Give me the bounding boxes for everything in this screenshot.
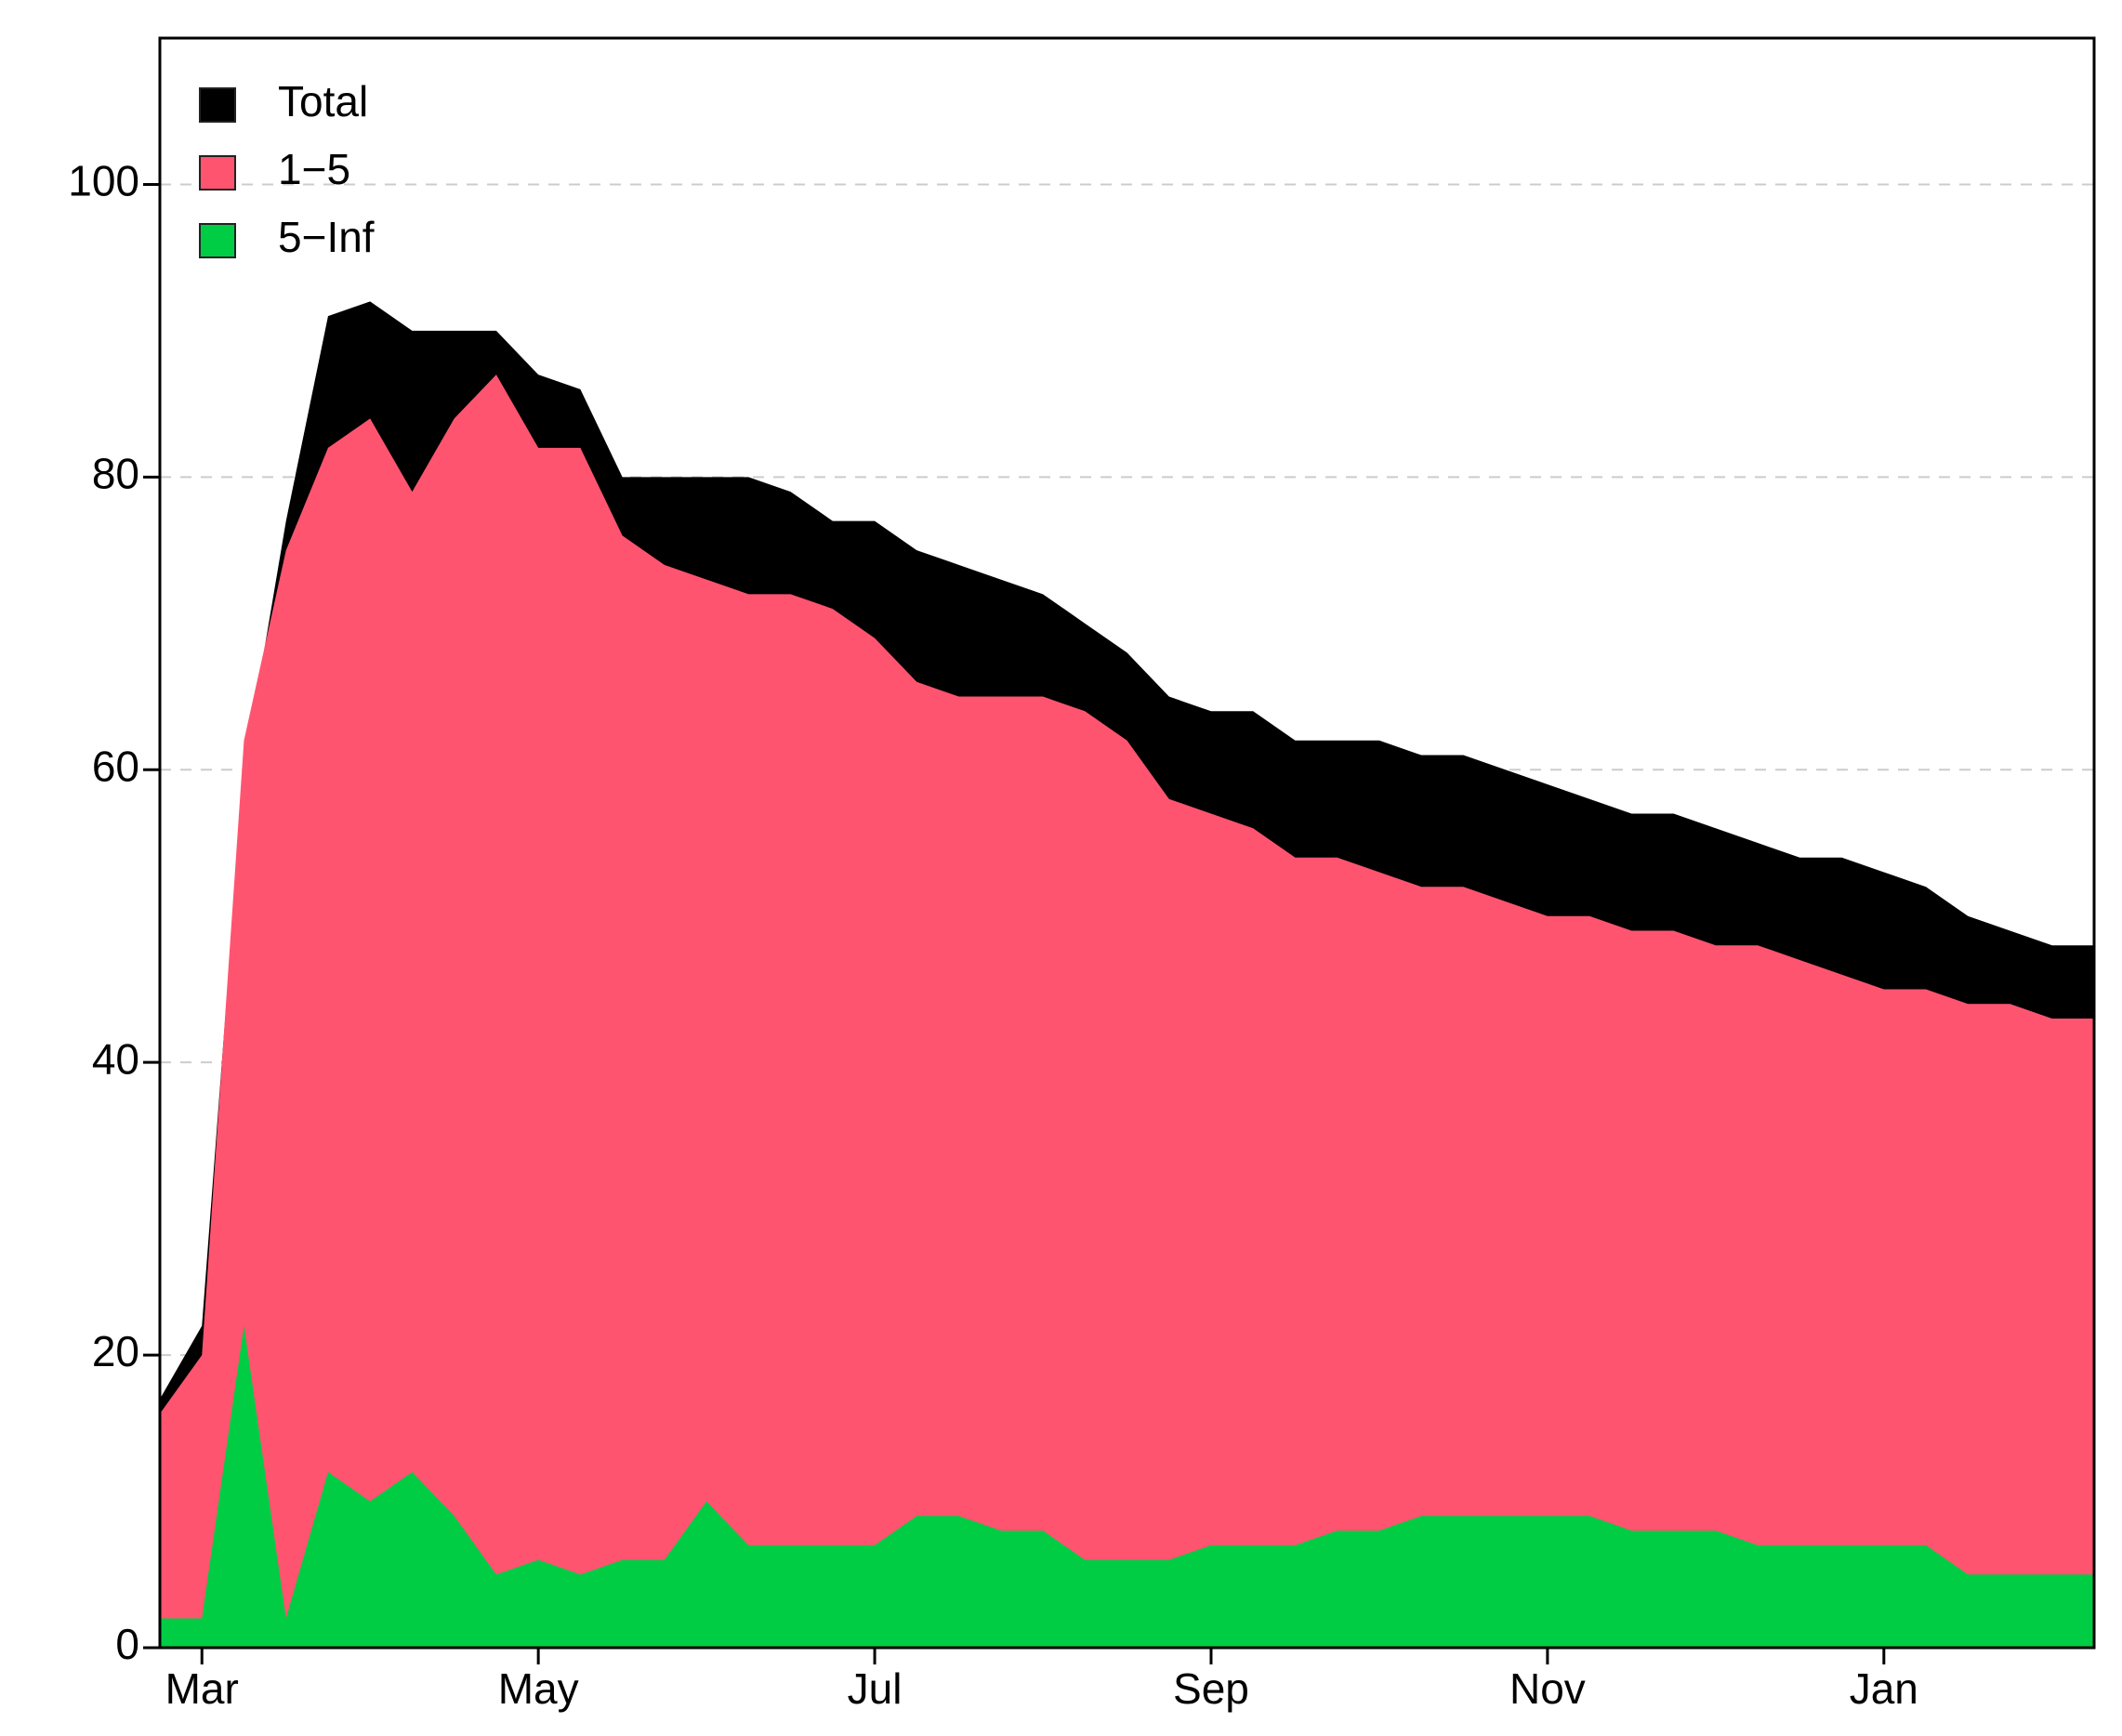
y-tick-label: 60	[92, 742, 139, 790]
x-tick-label: Jan	[1850, 1664, 1918, 1713]
y-tick-label: 40	[92, 1034, 139, 1083]
x-tick-label: Mar	[165, 1664, 239, 1713]
area	[160, 375, 2094, 1648]
area	[160, 1325, 2094, 1648]
legend-label: Total	[278, 77, 368, 125]
plot-frame	[158, 36, 2096, 1650]
x-tick-label: May	[498, 1664, 579, 1713]
legend-label: 1−5	[278, 145, 350, 193]
y-tick-label: 0	[115, 1620, 139, 1668]
y-tick-label: 20	[92, 1327, 139, 1375]
x-tick-label: Sep	[1173, 1664, 1249, 1713]
legend-swatch	[199, 155, 236, 191]
x-tick-label: Jul	[848, 1664, 903, 1713]
legend-swatch	[199, 87, 236, 123]
legend-label: 5−Inf	[278, 213, 375, 261]
x-tick-label: Nov	[1509, 1664, 1586, 1713]
legend-swatch	[199, 223, 236, 258]
y-tick-label: 80	[92, 450, 139, 498]
y-tick-label: 100	[68, 157, 139, 205]
